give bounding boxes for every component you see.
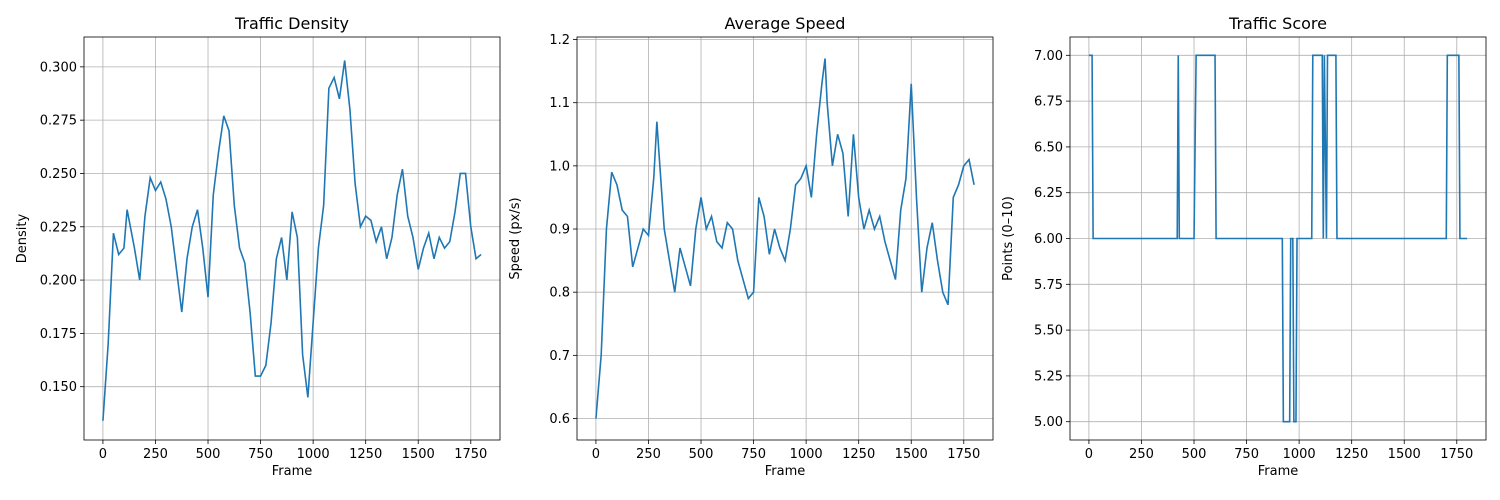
x-tick-label: 1250 xyxy=(842,447,875,462)
y-tick-label: 5.25 xyxy=(1034,369,1063,384)
y-tick-label: 0.250 xyxy=(40,167,77,182)
y-tick-label: 1.1 xyxy=(549,96,570,111)
y-tick-label: 0.7 xyxy=(549,349,570,364)
x-axis-label: Frame xyxy=(1258,464,1299,479)
y-tick-label: 6.50 xyxy=(1034,140,1063,155)
chart-title: Average Speed xyxy=(725,14,846,33)
x-axis-label: Frame xyxy=(765,464,806,479)
x-tick-label: 1750 xyxy=(947,447,980,462)
x-tick-label: 1250 xyxy=(1335,447,1368,462)
x-tick-label: 1500 xyxy=(1388,447,1421,462)
y-tick-label: 1.2 xyxy=(549,33,570,48)
y-tick-label: 0.6 xyxy=(549,412,570,427)
axes-frame xyxy=(576,36,994,441)
y-tick-label: 0.225 xyxy=(40,220,77,235)
chart-title: Traffic Score xyxy=(1228,14,1327,33)
x-tick-label: 1250 xyxy=(349,447,382,462)
data-line xyxy=(595,58,975,419)
subplot: 0 250 500 750 1000 1250 1500 1750 0.6 0.7 0.8 0.9 1.… xyxy=(508,14,994,479)
x-tick-label: 250 xyxy=(1129,447,1154,462)
y-tick-label: 0.300 xyxy=(40,60,77,75)
axes-frame xyxy=(1069,36,1487,441)
y-tick-label: 6.25 xyxy=(1034,186,1063,201)
x-tick-label: 500 xyxy=(689,447,714,462)
x-tick-label: 1750 xyxy=(454,447,487,462)
y-tick-label: 0.175 xyxy=(40,327,77,342)
x-tick-label: 1000 xyxy=(297,447,330,462)
y-tick-label: 5.00 xyxy=(1034,415,1063,430)
x-tick-label: 500 xyxy=(1182,447,1207,462)
x-tick-label: 750 xyxy=(1234,447,1259,462)
x-tick-label: 0 xyxy=(1085,447,1093,462)
y-tick-label: 6.00 xyxy=(1034,232,1063,247)
x-tick-label: 0 xyxy=(99,447,107,462)
y-tick-label: 6.75 xyxy=(1034,95,1063,110)
x-tick-label: 250 xyxy=(636,447,661,462)
y-tick-label: 5.75 xyxy=(1034,278,1063,293)
y-axis-label: Density xyxy=(15,213,30,263)
y-tick-label: 0.9 xyxy=(549,223,570,238)
y-axis-label: Speed (px/s) xyxy=(508,197,523,279)
y-tick-label: 0.275 xyxy=(40,114,77,129)
y-tick-label: 1.0 xyxy=(549,159,570,174)
subplot: 0 250 500 750 1000 1250 1500 1750 0.150 0.175 0.20… xyxy=(15,14,501,479)
x-tick-label: 250 xyxy=(143,447,168,462)
x-tick-label: 1500 xyxy=(402,447,435,462)
y-tick-label: 7.00 xyxy=(1034,49,1063,64)
axes-frame xyxy=(83,36,501,441)
chart-title: Traffic Density xyxy=(234,14,349,33)
y-tick-label: 0.200 xyxy=(40,274,77,289)
x-tick-label: 750 xyxy=(248,447,273,462)
x-tick-label: 1500 xyxy=(895,447,928,462)
y-axis-label: Points (0–10) xyxy=(1001,196,1016,281)
y-tick-label: 5.50 xyxy=(1034,324,1063,339)
x-tick-label: 750 xyxy=(741,447,766,462)
x-tick-label: 1000 xyxy=(790,447,823,462)
x-axis-label: Frame xyxy=(272,464,313,479)
data-line xyxy=(1088,54,1468,423)
x-tick-label: 0 xyxy=(592,447,600,462)
y-tick-label: 0.8 xyxy=(549,286,570,301)
y-tick-label: 0.150 xyxy=(40,380,77,395)
x-tick-label: 1750 xyxy=(1440,447,1473,462)
x-tick-label: 1000 xyxy=(1283,447,1316,462)
x-tick-label: 500 xyxy=(196,447,221,462)
data-line xyxy=(102,60,482,421)
subplot: 0 250 500 750 1000 1250 1500 1750 5.00 5.25 5.50 5.… xyxy=(1001,14,1487,479)
